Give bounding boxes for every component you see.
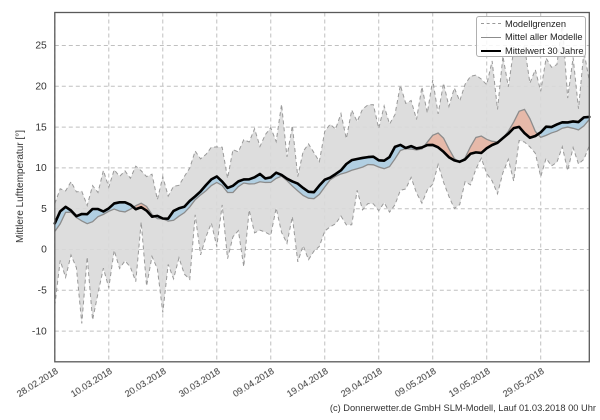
svg-text:-10: -10 [32,326,47,337]
svg-text:25: 25 [35,41,47,52]
svg-text:0: 0 [41,245,47,256]
svg-text:10: 10 [35,163,47,174]
svg-text:5: 5 [41,204,47,215]
svg-text:-5: -5 [38,286,47,297]
svg-text:15: 15 [35,122,47,133]
svg-text:20: 20 [35,82,47,93]
